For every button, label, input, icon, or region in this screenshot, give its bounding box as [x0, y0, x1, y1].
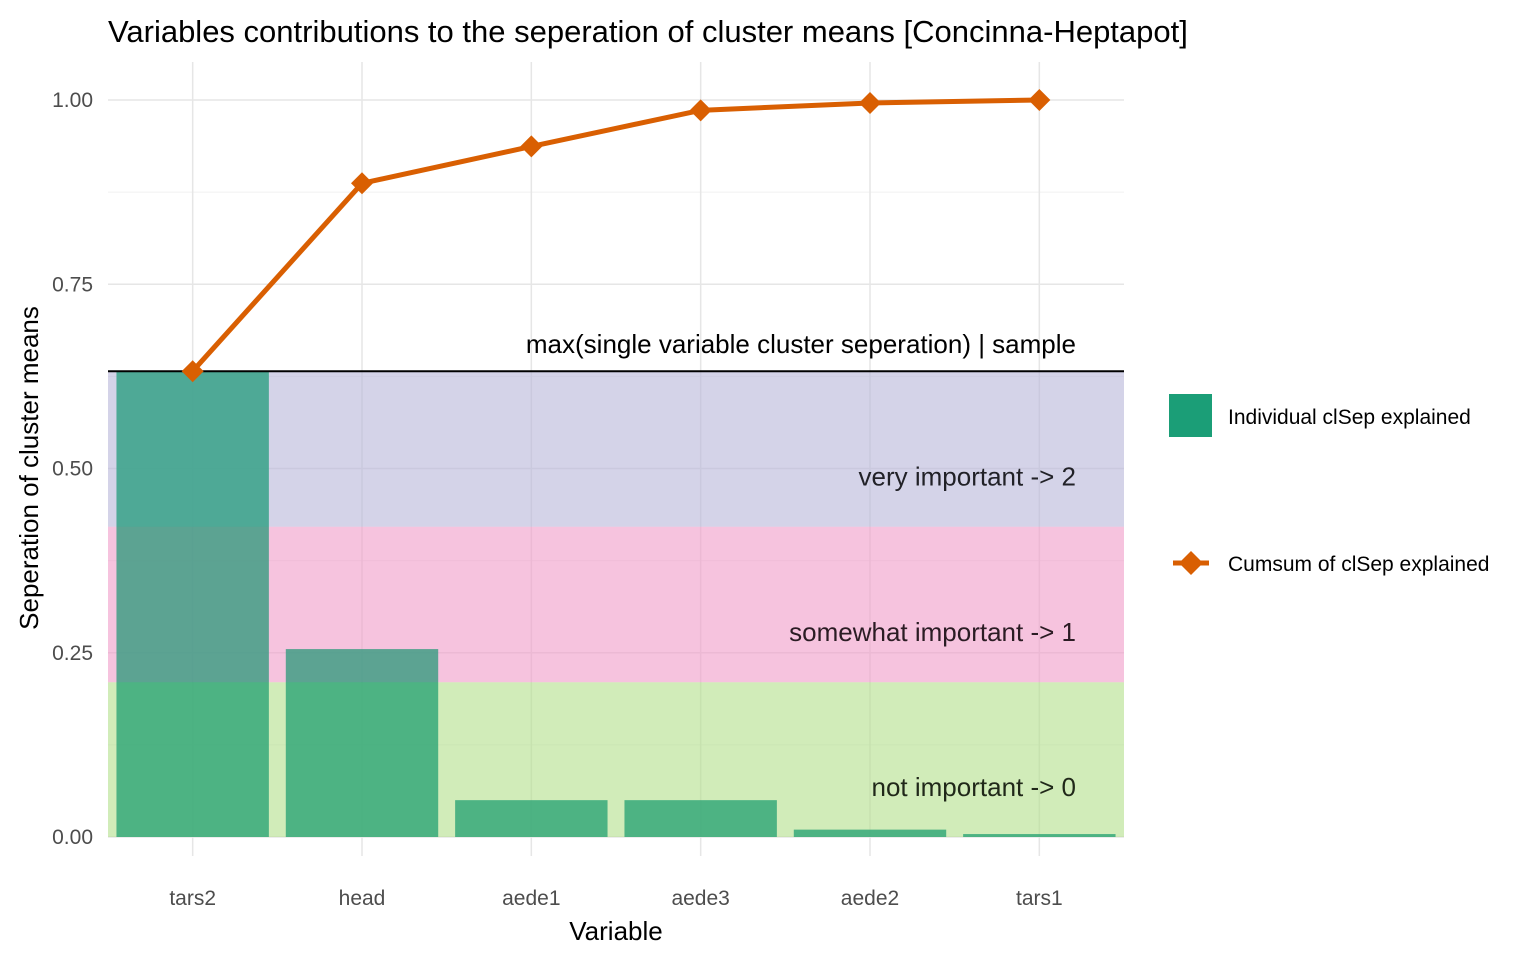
- legend-diamond-marker: [1179, 551, 1203, 575]
- importance-band: [108, 526, 1124, 683]
- x-tick-label: head: [339, 887, 386, 910]
- reference-line-group: max(single variable cluster seperation) …: [108, 329, 1124, 373]
- y-tick-label: 1.00: [52, 89, 93, 112]
- importance-band-overlay: [108, 371, 1124, 527]
- x-tick-label: aede3: [671, 887, 729, 910]
- bar-aede1: [455, 800, 608, 837]
- axes: 0.00 0.25 0.50 0.75 1.00 tars2 head aede1 aede3 a…: [52, 89, 1063, 910]
- bars: [108, 371, 1124, 837]
- cumsum-point-tars1: [1028, 89, 1051, 111]
- x-tick-label: tars2: [169, 887, 216, 910]
- bar-head: [285, 649, 439, 837]
- legend-line-label: Cumsum of clSep explained: [1228, 553, 1489, 576]
- y-tick-label: 0.00: [52, 826, 93, 849]
- cumsum-point-aede3: [689, 99, 712, 122]
- x-tick-label: aede1: [502, 887, 560, 910]
- cumsum-line-group: [181, 89, 1051, 383]
- cumsum-point-tars2: [181, 360, 204, 383]
- bar-tars2: [116, 371, 269, 837]
- importance-band-overlay: [108, 682, 1124, 837]
- x-tick-label: tars1: [1016, 887, 1063, 910]
- bar-aede3: [624, 800, 777, 837]
- cumsum-point-aede1: [520, 135, 543, 158]
- bar-tars1: [963, 834, 1116, 837]
- importance-band: [108, 682, 1124, 837]
- legend-bar-swatch: [1169, 394, 1212, 437]
- cumsum-point-head: [351, 172, 373, 195]
- legend-bar-label: Individual clSep explained: [1228, 406, 1471, 429]
- importance-band-overlay: [108, 526, 1124, 683]
- x-axis-title: Variable: [569, 916, 662, 946]
- band-label: very important -> 2: [859, 462, 1076, 492]
- chart-title: Variables contributions to the seperatio…: [108, 14, 1188, 49]
- cumsum-line: [190, 97, 1040, 373]
- reference-line-label: max(single variable cluster seperation) …: [526, 329, 1076, 359]
- bar-aede2: [793, 829, 947, 837]
- cumsum-point-aede2: [859, 91, 881, 114]
- y-tick-label: 0.75: [52, 273, 93, 296]
- y-tick-label: 0.25: [52, 642, 93, 665]
- importance-bands: not important -> 0 somewhat important -> …: [108, 371, 1124, 837]
- x-tick-label: aede2: [841, 887, 899, 910]
- y-tick-label: 0.50: [52, 458, 93, 481]
- band-label: somewhat important -> 1: [789, 617, 1076, 647]
- band-label: not important -> 0: [872, 772, 1077, 802]
- importance-band: [108, 371, 1124, 527]
- y-axis-title: Seperation of cluster means: [14, 306, 44, 630]
- legend: Individual clSep explained Cumsum of clS…: [1169, 394, 1489, 576]
